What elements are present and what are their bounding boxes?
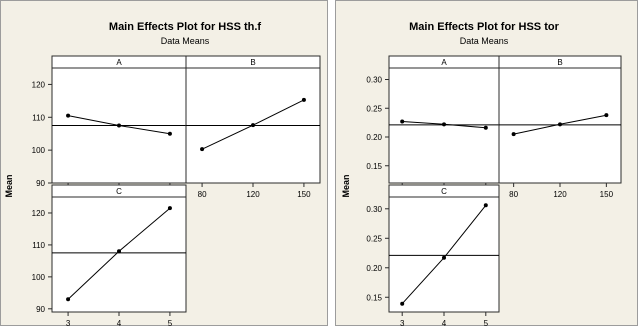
- y-tick-label: 0.15: [366, 293, 382, 302]
- data-point: [604, 113, 609, 118]
- x-tick-label: 80: [198, 190, 207, 199]
- y-axis-label: Mean: [4, 174, 14, 197]
- data-point: [117, 249, 121, 254]
- data-point: [483, 125, 488, 130]
- y-axis-label: Mean: [341, 174, 351, 197]
- chart-hss-thf: Main Effects Plot for HSS th.f Data Mean…: [0, 0, 328, 326]
- chart-title: Main Effects Plot for HSS th.f: [109, 21, 262, 33]
- x-tick-label: 3: [66, 319, 71, 326]
- panel-header-label: C: [441, 187, 447, 196]
- panel-header-label: C: [116, 187, 122, 196]
- panel-header-label: B: [250, 58, 255, 67]
- data-point: [167, 206, 172, 211]
- data-point: [117, 123, 121, 128]
- chart-title: Main Effects Plot for HSS tor: [409, 21, 559, 33]
- y-tick-label: 110: [32, 113, 45, 122]
- x-tick-label: 3: [400, 319, 405, 326]
- x-tick-label: 4: [442, 319, 447, 326]
- x-tick-label: 120: [246, 190, 260, 199]
- x-tick-label: 5: [168, 319, 173, 326]
- panel-header-label: A: [441, 58, 447, 67]
- y-tick-label: 0.20: [366, 264, 382, 273]
- data-point: [400, 119, 405, 124]
- panel-c: C 90 100 110 120 3 4 5: [32, 184, 187, 326]
- x-tick-label: 150: [297, 190, 311, 199]
- panel-header-label: B: [557, 58, 562, 67]
- y-tick-label: 0.20: [366, 133, 382, 142]
- chart-subtitle: Data Means: [161, 36, 210, 46]
- y-tick-label: 90: [36, 179, 45, 188]
- data-point: [167, 131, 172, 136]
- x-tick-label: 150: [600, 190, 614, 199]
- y-tick-label: 0.25: [366, 234, 382, 243]
- panel-header-label: A: [116, 58, 122, 67]
- y-tick-label: 120: [32, 80, 46, 89]
- data-point: [200, 147, 205, 152]
- plot-area: [388, 196, 500, 313]
- data-point: [483, 203, 488, 208]
- chart-hss-tor: Main Effects Plot for HSS tor Data Means…: [335, 0, 638, 326]
- x-tick-label: 4: [117, 319, 122, 326]
- data-point: [558, 122, 562, 127]
- y-tick-label: 0.15: [366, 162, 382, 171]
- x-tick-label: 120: [553, 190, 567, 199]
- panel-b: B 80 120 150: [185, 55, 321, 199]
- data-point: [66, 297, 71, 302]
- data-point: [511, 132, 516, 137]
- y-tick-label: 90: [36, 305, 45, 314]
- y-tick-label: 0.30: [366, 205, 382, 214]
- y-tick-label: 100: [32, 146, 46, 155]
- y-tick-label: 0.25: [366, 104, 382, 113]
- data-point: [442, 255, 446, 260]
- panel-b: B 80 120 150: [498, 55, 622, 199]
- x-tick-label: 80: [509, 190, 518, 199]
- y-tick-label: 0.30: [366, 76, 382, 85]
- y-tick-label: 120: [32, 209, 46, 218]
- x-tick-label: 5: [484, 319, 489, 326]
- data-point: [301, 97, 306, 102]
- chart-subtitle: Data Means: [460, 36, 509, 46]
- panel-c: C 0.15 0.20 0.25 0.30 3 4 5: [366, 184, 500, 326]
- y-tick-label: 110: [32, 241, 45, 250]
- data-point: [66, 113, 71, 118]
- data-point: [442, 122, 446, 127]
- panel-a: A9010011012050010001500: [32, 55, 187, 199]
- data-point: [400, 301, 405, 306]
- y-tick-label: 100: [32, 273, 46, 282]
- data-point: [251, 123, 255, 128]
